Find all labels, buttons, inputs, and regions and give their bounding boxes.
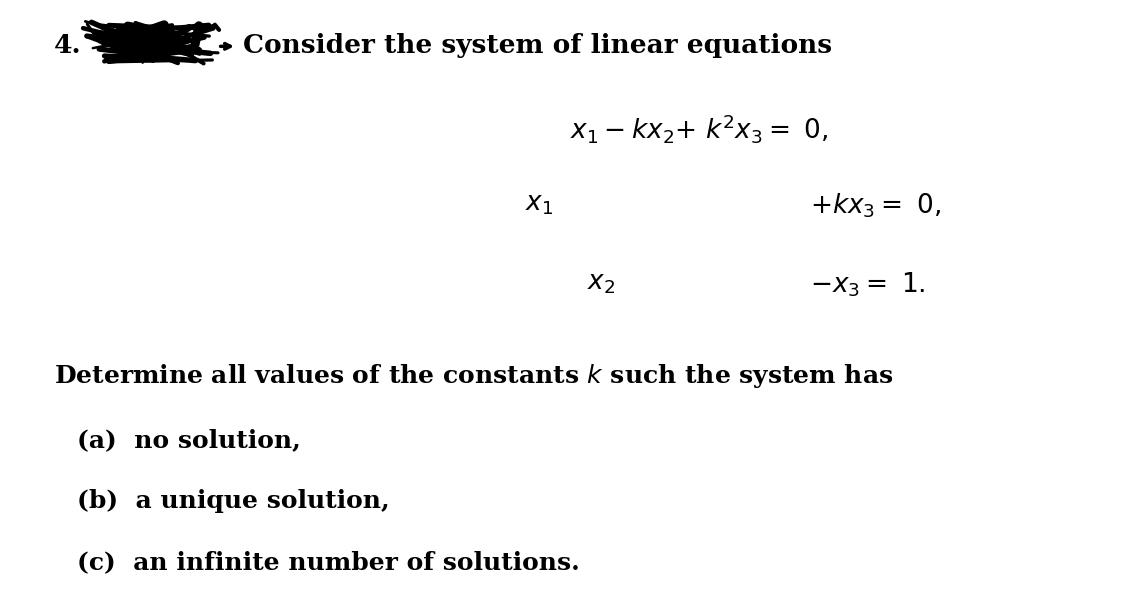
Text: $x_1 - kx_2{+}\ k^2x_3{=}\ 0,$: $x_1 - kx_2{+}\ k^2x_3{=}\ 0,$ (570, 112, 829, 145)
Text: $x_1$: $x_1$ (525, 192, 553, 216)
Text: $+kx_3{=}\ 0,$: $+kx_3{=}\ 0,$ (810, 192, 941, 220)
Text: $x_2$: $x_2$ (587, 271, 615, 295)
Text: Consider the system of linear equations: Consider the system of linear equations (243, 33, 831, 58)
Text: (b)  a unique solution,: (b) a unique solution, (77, 489, 389, 513)
Text: $-x_3{=}\ 1.$: $-x_3{=}\ 1.$ (810, 271, 925, 299)
Text: 4.: 4. (54, 33, 81, 58)
Text: Determine all values of the constants $k$ such the system has: Determine all values of the constants $k… (54, 362, 893, 390)
Text: (c)  an infinite number of solutions.: (c) an infinite number of solutions. (77, 550, 580, 574)
Text: (a)  no solution,: (a) no solution, (77, 429, 300, 452)
